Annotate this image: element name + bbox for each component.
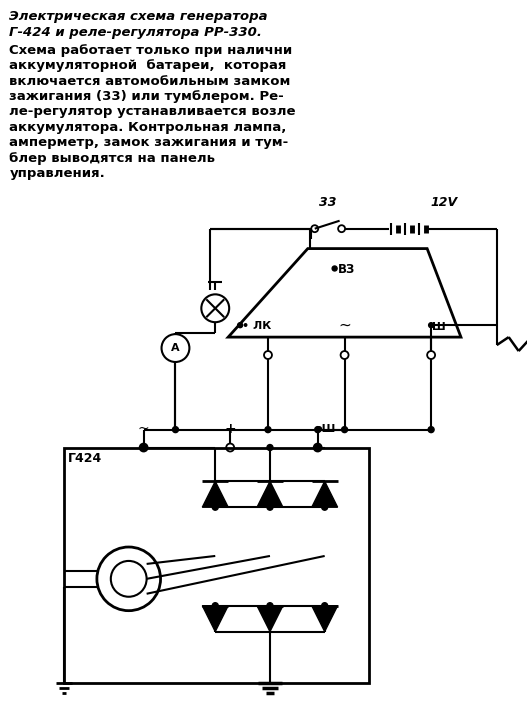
Polygon shape (312, 481, 337, 507)
Text: амперметр, замок зажигания и тум-: амперметр, замок зажигания и тум- (10, 136, 289, 149)
Text: 33: 33 (319, 196, 336, 209)
Circle shape (140, 444, 147, 450)
Circle shape (162, 334, 190, 362)
Text: Ш: Ш (432, 322, 446, 332)
Text: ВЗ: ВЗ (337, 263, 355, 276)
Circle shape (267, 602, 273, 609)
Text: А: А (171, 343, 180, 353)
Circle shape (267, 504, 273, 510)
Text: Электрическая схема генератора: Электрическая схема генератора (10, 10, 268, 23)
Circle shape (111, 561, 147, 597)
Circle shape (267, 444, 273, 450)
Circle shape (332, 266, 337, 271)
Text: ле-регулятор устанавливается возле: ле-регулятор устанавливается возле (10, 106, 296, 118)
Text: Г-424 и реле-регулятора РР-330.: Г-424 и реле-регулятора РР-330. (10, 26, 262, 39)
Text: Схема работает только при налични: Схема работает только при налични (10, 44, 293, 57)
Text: +: + (224, 421, 236, 436)
Text: ~: ~ (138, 421, 149, 436)
Circle shape (97, 547, 161, 611)
Text: включается автомобильным замком: включается автомобильным замком (10, 75, 291, 88)
Circle shape (322, 602, 328, 609)
Text: блер выводятся на панель: блер выводятся на панель (10, 151, 215, 164)
Polygon shape (202, 481, 228, 507)
Text: оШ: оШ (315, 424, 336, 434)
Text: ~: ~ (338, 317, 351, 332)
Polygon shape (312, 606, 337, 632)
Circle shape (212, 504, 218, 510)
Circle shape (342, 426, 347, 433)
Circle shape (428, 426, 434, 433)
Circle shape (238, 322, 242, 327)
Polygon shape (257, 481, 283, 507)
Text: 12V: 12V (430, 196, 458, 209)
Circle shape (265, 426, 271, 433)
Text: управления.: управления. (10, 167, 105, 180)
Circle shape (315, 444, 320, 450)
Circle shape (429, 322, 433, 327)
Text: зажигания (33) или тумблером. Ре-: зажигания (33) или тумблером. Ре- (10, 90, 284, 103)
Text: Г424: Г424 (68, 452, 102, 465)
Circle shape (173, 426, 178, 433)
Polygon shape (202, 606, 228, 632)
Text: аккумулятора. Контрольная лампа,: аккумулятора. Контрольная лампа, (10, 121, 287, 134)
Text: аккумуляторной  батареи,  которая: аккумуляторной батареи, которая (10, 59, 287, 72)
Circle shape (212, 602, 218, 609)
Circle shape (201, 294, 229, 322)
Circle shape (322, 504, 328, 510)
Text: • ЛК: • ЛК (242, 321, 271, 331)
Polygon shape (257, 606, 283, 632)
Circle shape (315, 426, 320, 433)
